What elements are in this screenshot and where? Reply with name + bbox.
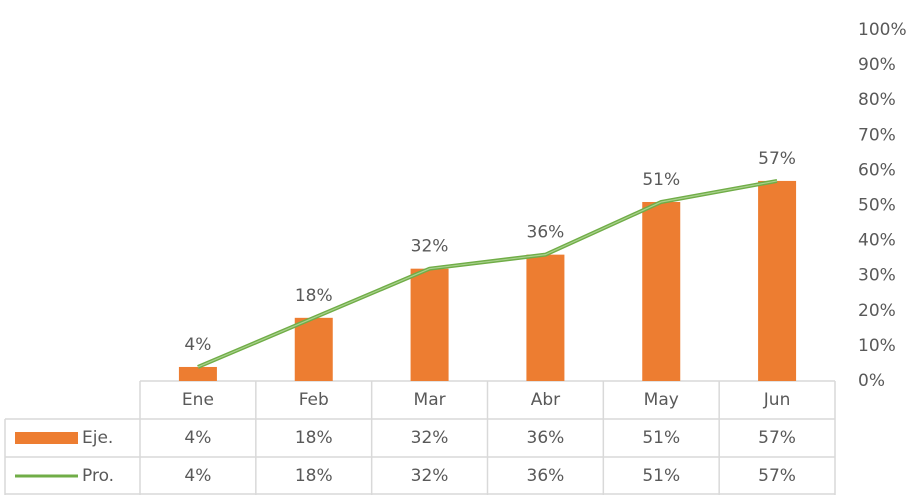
y-tick-label: 50%: [858, 196, 896, 216]
data-label: 18%: [295, 286, 333, 306]
bar: [758, 180, 797, 381]
table-cell: 57%: [758, 428, 796, 448]
y-tick-label: 80%: [858, 90, 896, 110]
bar: [178, 366, 217, 381]
y-tick-label: 30%: [858, 266, 896, 286]
table-cell: 32%: [411, 428, 449, 448]
table-cell: 36%: [527, 466, 565, 486]
legend-key: [15, 432, 78, 444]
y-tick-label: 20%: [858, 301, 896, 321]
bar: [294, 317, 333, 381]
table-cell: 4%: [184, 466, 211, 486]
line-highlight: [197, 180, 778, 368]
table-cell: 51%: [642, 428, 680, 448]
table-cell: 4%: [184, 428, 211, 448]
table-cell: 18%: [295, 428, 333, 448]
table-cell: 57%: [758, 466, 796, 486]
legend-label: Pro.: [82, 466, 114, 486]
x-tick-label: May: [644, 390, 679, 410]
bar: [410, 268, 449, 381]
y-tick-label: 100%: [858, 20, 907, 40]
data-label: 51%: [642, 170, 680, 190]
y-tick-label: 70%: [858, 125, 896, 145]
table-cell: 36%: [527, 428, 565, 448]
data-label: 4%: [184, 335, 211, 355]
table-cell: 51%: [642, 466, 680, 486]
y-tick-label: 40%: [858, 231, 896, 251]
table-cell: 32%: [411, 466, 449, 486]
table-cell: 18%: [295, 466, 333, 486]
data-label: 36%: [527, 223, 565, 243]
data-label: 57%: [758, 149, 796, 169]
y-tick-label: 0%: [858, 371, 885, 391]
x-tick-label: Feb: [299, 390, 329, 410]
x-tick-label: Mar: [414, 390, 446, 410]
data-label: 32%: [411, 237, 449, 257]
y-tick-label: 90%: [858, 55, 896, 75]
x-tick-label: Abr: [531, 390, 560, 410]
y-tick-label: 10%: [858, 336, 896, 356]
x-tick-label: Ene: [182, 390, 214, 410]
y-tick-label: 60%: [858, 160, 896, 180]
bar: [642, 201, 681, 381]
line: [197, 178, 778, 369]
legend-label: Eje.: [82, 428, 113, 448]
x-tick-label: Jun: [763, 390, 791, 410]
bar: [526, 254, 565, 381]
